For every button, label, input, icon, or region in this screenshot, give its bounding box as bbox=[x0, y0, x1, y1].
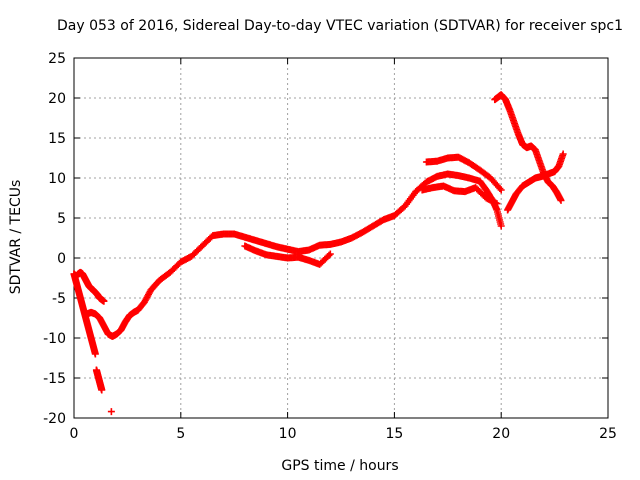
y-tick-label: 10 bbox=[48, 171, 66, 187]
grid-lines bbox=[74, 58, 608, 418]
y-tick-label: 15 bbox=[48, 131, 66, 147]
data-points bbox=[70, 91, 567, 416]
series-arc-early-point bbox=[107, 408, 115, 416]
data-point bbox=[107, 408, 115, 416]
series-late-arc bbox=[504, 150, 567, 214]
y-tick-label: -5 bbox=[52, 291, 66, 307]
plot-frame bbox=[73, 57, 609, 419]
data-point bbox=[496, 185, 504, 192]
series-high-arc bbox=[491, 91, 565, 204]
series-arc-early-1 bbox=[70, 268, 108, 305]
data-point bbox=[326, 250, 334, 258]
x-axis-label: GPS time / hours bbox=[281, 458, 398, 474]
x-tick-label: 5 bbox=[176, 426, 185, 442]
data-point bbox=[100, 297, 108, 305]
y-tick-label: -10 bbox=[43, 331, 66, 347]
y-tick-label: -15 bbox=[43, 371, 66, 387]
y-tick-label: 25 bbox=[48, 51, 66, 67]
x-tick-label: 15 bbox=[385, 426, 403, 442]
series-lower-loop bbox=[241, 242, 334, 268]
data-point bbox=[557, 196, 565, 204]
y-tick-label: 20 bbox=[48, 91, 66, 107]
series-main-arc bbox=[83, 170, 505, 340]
data-point bbox=[325, 251, 333, 259]
x-tick-label: 10 bbox=[279, 426, 297, 442]
y-tick-label: -20 bbox=[43, 411, 66, 427]
chart-title: Day 053 of 2016, Sidereal Day-to-day VTE… bbox=[57, 18, 623, 34]
y-tick-label: 0 bbox=[57, 251, 66, 267]
data-point bbox=[497, 186, 505, 194]
data-point bbox=[497, 222, 505, 230]
series-evening-arc-2 bbox=[422, 153, 505, 194]
series-evening-arc-1 bbox=[418, 182, 501, 208]
data-point bbox=[493, 200, 501, 208]
data-point bbox=[559, 150, 567, 158]
x-tick-label: 20 bbox=[492, 426, 510, 442]
data-point bbox=[91, 350, 99, 358]
y-axis-label: SDTVAR / TECUs bbox=[8, 180, 24, 295]
y-tick-label: 5 bbox=[57, 211, 66, 227]
x-tick-label: 25 bbox=[599, 426, 617, 442]
data-point bbox=[98, 386, 106, 394]
series-arc-early-3 bbox=[92, 366, 106, 394]
x-tick-label: 0 bbox=[70, 426, 79, 442]
axis-ticks: 0 5 10 15 20 25 -20 -15 -10 -5 0 5 10 15 20 25 bbox=[43, 51, 617, 442]
